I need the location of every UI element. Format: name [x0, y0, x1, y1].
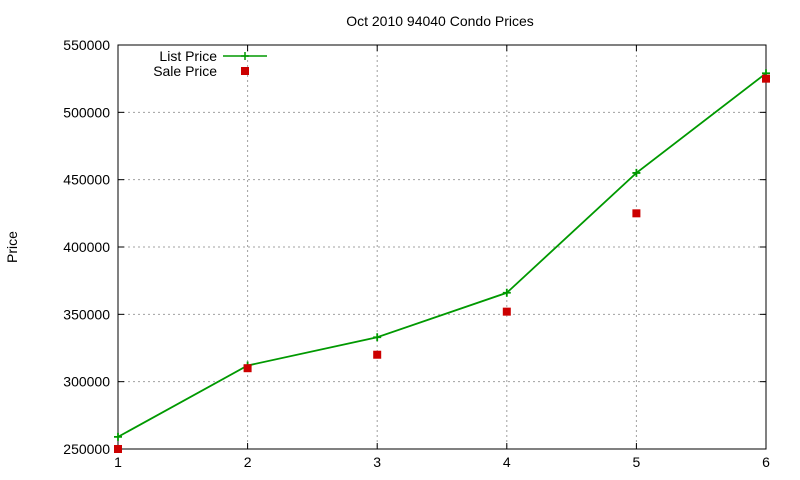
- x-tick-label: 2: [244, 454, 252, 470]
- list-price-marker: [373, 333, 382, 342]
- list-price-marker: [114, 432, 122, 441]
- list-price-marker: [502, 288, 511, 297]
- sale-price-marker: [632, 209, 641, 218]
- list-price-marker: [632, 168, 641, 177]
- tick-layer: 1 2 3 4 5 6 250000 300000 350000 400000 450000 5000…: [63, 37, 770, 470]
- x-tick-label: 5: [633, 454, 641, 470]
- y-tick-label: 450000: [63, 172, 110, 188]
- x-tick-label: 4: [503, 454, 511, 470]
- sale-price-marker: [762, 74, 770, 83]
- chart-title: Oct 2010 94040 Condo Prices: [346, 13, 534, 29]
- legend-marker-list-price: [241, 52, 249, 60]
- sale-price-marker: [373, 350, 382, 359]
- legend-label-sale-price: Sale Price: [153, 63, 217, 79]
- y-axis-label: Price: [4, 231, 20, 263]
- sale-price-marker: [502, 307, 511, 316]
- legend-marker-sale-price: [241, 67, 249, 75]
- grid-layer: [118, 45, 766, 449]
- y-tick-label: 350000: [63, 306, 110, 322]
- sale-price-marker: [243, 364, 252, 373]
- y-tick-label: 300000: [63, 374, 110, 390]
- legend-label-list-price: List Price: [159, 48, 217, 64]
- sale-price-marker: [114, 445, 122, 453]
- x-tick-label: 3: [373, 454, 381, 470]
- x-tick-label: 6: [762, 454, 770, 470]
- series-layer: [114, 69, 770, 453]
- x-tick-label: 1: [114, 454, 122, 470]
- y-tick-label: 400000: [63, 239, 110, 255]
- y-tick-label: 550000: [63, 37, 110, 53]
- y-tick-label: 500000: [63, 104, 110, 120]
- legend: List Price Sale Price: [153, 48, 267, 79]
- y-tick-label: 250000: [63, 441, 110, 457]
- list-price-line: [117, 72, 767, 438]
